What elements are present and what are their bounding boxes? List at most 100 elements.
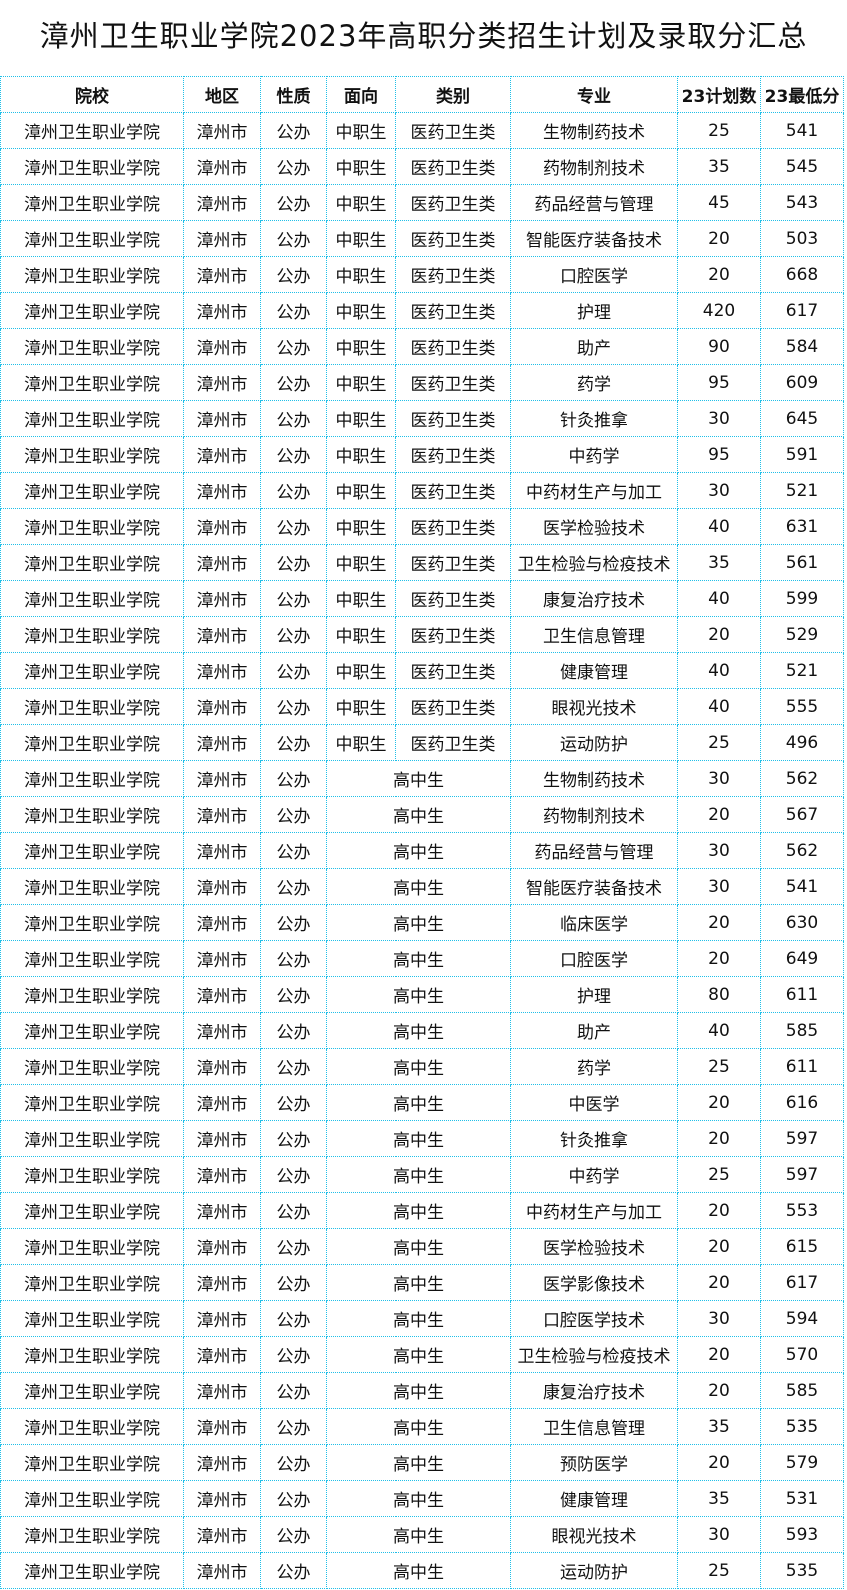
table-row: 漳州卫生职业学院 漳州市 公办 高中生 护理 80 611 (0, 976, 844, 1013)
cell-target: 中职生 (326, 580, 396, 617)
cell-min-score: 597 (760, 1156, 844, 1193)
table-row: 漳州卫生职业学院 漳州市 公办 中职生 医药卫生类 运动防护 25 496 (0, 724, 844, 761)
cell-category: 医药卫生类 (395, 580, 511, 617)
cell-type: 公办 (260, 220, 327, 257)
cell-school: 漳州卫生职业学院 (0, 364, 184, 401)
cell-target: 高中生 (326, 1084, 511, 1121)
cell-target: 中职生 (326, 544, 396, 581)
cell-min-score: 631 (760, 508, 844, 545)
cell-school: 漳州卫生职业学院 (0, 688, 184, 725)
table-row: 漳州卫生职业学院 漳州市 公办 中职生 医药卫生类 智能医疗装备技术 20 503 (0, 220, 844, 257)
cell-school: 漳州卫生职业学院 (0, 832, 184, 869)
table-row: 漳州卫生职业学院 漳州市 公办 中职生 医药卫生类 中药材生产与加工 30 521 (0, 472, 844, 509)
cell-plan-count: 95 (677, 364, 761, 401)
cell-region: 漳州市 (183, 1264, 261, 1301)
cell-school: 漳州卫生职业学院 (0, 1048, 184, 1085)
cell-target: 中职生 (326, 472, 396, 509)
cell-school: 漳州卫生职业学院 (0, 292, 184, 329)
cell-plan-count: 35 (677, 1408, 761, 1445)
cell-plan-count: 40 (677, 688, 761, 725)
cell-school: 漳州卫生职业学院 (0, 1444, 184, 1481)
cell-school: 漳州卫生职业学院 (0, 616, 184, 653)
cell-major: 口腔医学技术 (510, 1300, 678, 1337)
cell-min-score: 555 (760, 688, 844, 725)
table-row: 漳州卫生职业学院 漳州市 公办 中职生 医药卫生类 针灸推拿 30 645 (0, 400, 844, 437)
cell-plan-count: 30 (677, 832, 761, 869)
cell-plan-count: 30 (677, 1300, 761, 1337)
cell-region: 漳州市 (183, 1120, 261, 1157)
cell-category: 医药卫生类 (395, 400, 511, 437)
table-row: 漳州卫生职业学院 漳州市 公办 高中生 口腔医学 20 649 (0, 940, 844, 977)
cell-major: 智能医疗装备技术 (510, 220, 678, 257)
page-title: 漳州卫生职业学院2023年高职分类招生计划及录取分汇总 (39, 19, 808, 53)
cell-region: 漳州市 (183, 328, 261, 365)
cell-type: 公办 (260, 1120, 327, 1157)
table-row: 漳州卫生职业学院 漳州市 公办 高中生 运动防护 25 535 (0, 1552, 844, 1589)
cell-major: 中药材生产与加工 (510, 472, 678, 509)
cell-school: 漳州卫生职业学院 (0, 436, 184, 473)
cell-school: 漳州卫生职业学院 (0, 580, 184, 617)
cell-target: 高中生 (326, 868, 511, 905)
cell-school: 漳州卫生职业学院 (0, 1084, 184, 1121)
cell-major: 康复治疗技术 (510, 580, 678, 617)
cell-region: 漳州市 (183, 1552, 261, 1589)
cell-region: 漳州市 (183, 1156, 261, 1193)
cell-plan-count: 30 (677, 472, 761, 509)
cell-major: 健康管理 (510, 652, 678, 689)
cell-target: 高中生 (326, 1480, 511, 1517)
cell-type: 公办 (260, 148, 327, 185)
cell-target: 高中生 (326, 1156, 511, 1193)
cell-plan-count: 25 (677, 1156, 761, 1193)
header-target: 面向 (326, 76, 396, 113)
cell-region: 漳州市 (183, 1372, 261, 1409)
cell-school: 漳州卫生职业学院 (0, 1372, 184, 1409)
cell-plan-count: 25 (677, 1552, 761, 1589)
cell-target: 中职生 (326, 148, 396, 185)
cell-school: 漳州卫生职业学院 (0, 544, 184, 581)
cell-major: 药学 (510, 1048, 678, 1085)
cell-major: 助产 (510, 1012, 678, 1049)
cell-target: 高中生 (326, 1048, 511, 1085)
cell-region: 漳州市 (183, 904, 261, 941)
cell-region: 漳州市 (183, 1516, 261, 1553)
cell-plan-count: 20 (677, 220, 761, 257)
cell-school: 漳州卫生职业学院 (0, 1120, 184, 1157)
cell-school: 漳州卫生职业学院 (0, 760, 184, 797)
header-major: 专业 (510, 76, 678, 113)
cell-min-score: 503 (760, 220, 844, 257)
header-school: 院校 (0, 76, 184, 113)
cell-target: 中职生 (326, 292, 396, 329)
cell-plan-count: 20 (677, 1444, 761, 1481)
cell-category: 医药卫生类 (395, 220, 511, 257)
cell-target: 高中生 (326, 760, 511, 797)
cell-school: 漳州卫生职业学院 (0, 400, 184, 437)
cell-min-score: 553 (760, 1192, 844, 1229)
cell-type: 公办 (260, 1444, 327, 1481)
cell-type: 公办 (260, 1300, 327, 1337)
cell-plan-count: 40 (677, 580, 761, 617)
cell-plan-count: 25 (677, 112, 761, 149)
table-row: 漳州卫生职业学院 漳州市 公办 中职生 医药卫生类 康复治疗技术 40 599 (0, 580, 844, 617)
cell-target: 高中生 (326, 1120, 511, 1157)
cell-region: 漳州市 (183, 1228, 261, 1265)
cell-plan-count: 45 (677, 184, 761, 221)
cell-region: 漳州市 (183, 256, 261, 293)
cell-min-score: 585 (760, 1372, 844, 1409)
table-row: 漳州卫生职业学院 漳州市 公办 高中生 中药学 25 597 (0, 1156, 844, 1193)
table-row: 漳州卫生职业学院 漳州市 公办 中职生 医药卫生类 中药学 95 591 (0, 436, 844, 473)
cell-min-score: 585 (760, 1012, 844, 1049)
cell-region: 漳州市 (183, 220, 261, 257)
cell-plan-count: 420 (677, 292, 761, 329)
cell-region: 漳州市 (183, 652, 261, 689)
table-row: 漳州卫生职业学院 漳州市 公办 高中生 卫生检验与检疫技术 20 570 (0, 1336, 844, 1373)
table-row: 漳州卫生职业学院 漳州市 公办 高中生 医学影像技术 20 617 (0, 1264, 844, 1301)
cell-type: 公办 (260, 400, 327, 437)
cell-plan-count: 20 (677, 1084, 761, 1121)
cell-type: 公办 (260, 688, 327, 725)
cell-major: 运动防护 (510, 724, 678, 761)
cell-school: 漳州卫生职业学院 (0, 472, 184, 509)
cell-major: 口腔医学 (510, 256, 678, 293)
cell-school: 漳州卫生职业学院 (0, 256, 184, 293)
table-row: 漳州卫生职业学院 漳州市 公办 高中生 卫生信息管理 35 535 (0, 1408, 844, 1445)
cell-major: 生物制药技术 (510, 112, 678, 149)
